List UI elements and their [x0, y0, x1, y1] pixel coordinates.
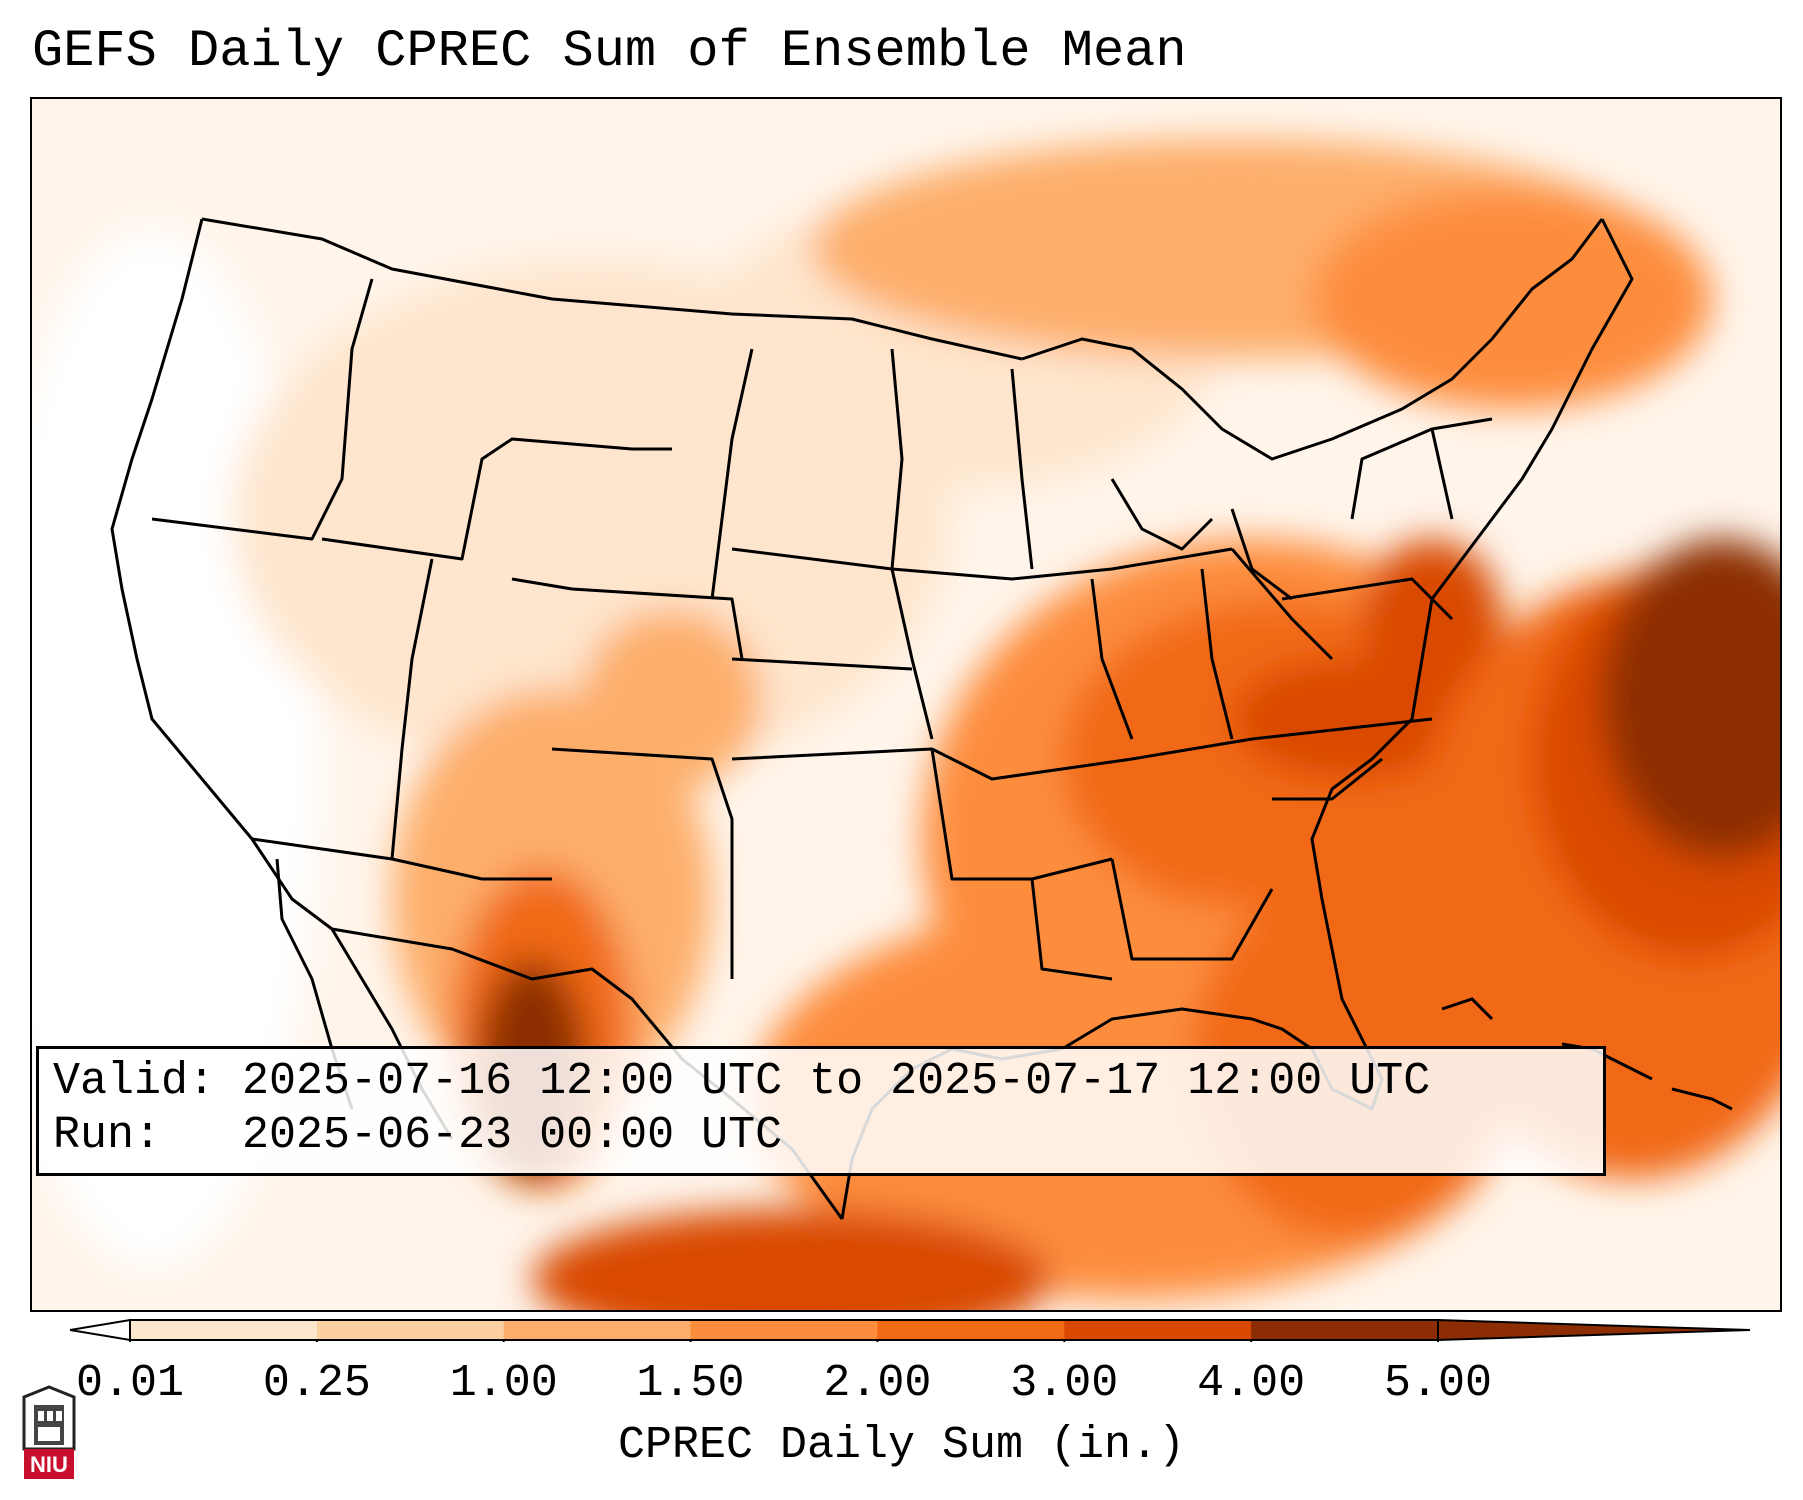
colorbar-tick-label: 0.25 — [262, 1358, 371, 1409]
colorbar-tick-label: 4.00 — [1197, 1358, 1306, 1409]
colorbar-segment — [316, 1320, 505, 1340]
valid-label: Valid: — [53, 1056, 216, 1107]
colorbar-segment — [130, 1320, 318, 1340]
colorbar-tick-label: 3.00 — [1010, 1358, 1119, 1409]
colorbar-tick-label: 1.50 — [636, 1358, 745, 1409]
colorbar-segment — [1064, 1320, 1252, 1340]
logo-text: NIU — [30, 1452, 68, 1477]
colorbar-segment — [690, 1320, 878, 1340]
colorbar-label: CPREC Daily Sum (in.) — [617, 1420, 1186, 1471]
valid-run-box: Valid: 2025-07-16 12:00 UTC to 2025-07-1… — [36, 1046, 1606, 1176]
colorbar-under-extension — [70, 1318, 131, 1342]
map-title: GEFS Daily CPREC Sum of Ensemble Mean — [32, 22, 1187, 81]
colorbar-tick-label: 0.01 — [75, 1358, 185, 1409]
colorbar-segment — [503, 1320, 692, 1340]
colorbar-over-extension — [1437, 1318, 1750, 1342]
run-label: Run: — [53, 1110, 162, 1161]
valid-value: 2025-07-16 12:00 UTC to 2025-07-17 12:00… — [242, 1056, 1431, 1107]
colorbar-segment — [1251, 1320, 1439, 1340]
colorbar-tick-label: 5.00 — [1383, 1358, 1493, 1409]
niu-logo: NIU — [22, 1385, 76, 1479]
colorbar-tick-label: 1.00 — [449, 1358, 558, 1409]
colorbar-segment — [877, 1320, 1065, 1340]
colorbar-tick-label: 2.00 — [823, 1358, 932, 1409]
colorbar — [70, 1318, 1750, 1342]
run-value: 2025-06-23 00:00 UTC — [242, 1110, 783, 1161]
